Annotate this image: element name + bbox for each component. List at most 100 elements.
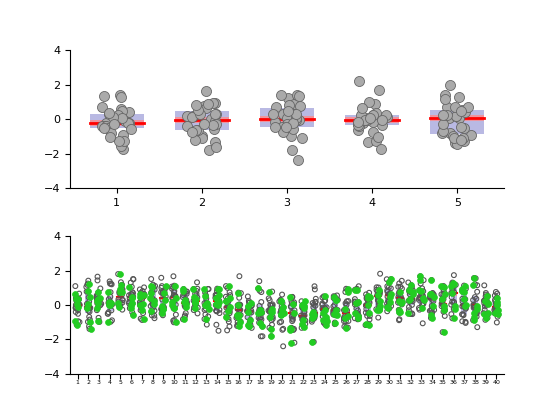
Point: [450, 140, 459, 147]
Point: [93, 304, 102, 311]
Point: [375, 286, 384, 293]
Point: [245, 322, 254, 329]
Point: [385, 305, 394, 312]
Point: [242, 308, 251, 315]
Point: [201, 311, 210, 318]
Point: [459, 289, 468, 295]
Point: [71, 318, 80, 325]
Point: [394, 291, 403, 297]
Point: [438, 291, 447, 298]
Point: [284, 123, 293, 130]
Point: [298, 316, 307, 323]
Point: [167, 283, 176, 290]
Point: [365, 316, 374, 323]
Point: [157, 284, 166, 291]
Point: [105, 278, 114, 285]
Point: [289, 327, 298, 333]
Bar: [74, 300, 81, 311]
Point: [373, 291, 382, 298]
Point: [375, 306, 384, 312]
Point: [222, 304, 231, 311]
Point: [226, 292, 235, 299]
Point: [84, 288, 93, 295]
Point: [344, 286, 353, 293]
Point: [295, 93, 304, 100]
Point: [365, 299, 374, 306]
Point: [491, 297, 500, 303]
Point: [149, 284, 158, 291]
Point: [236, 307, 245, 313]
Point: [233, 312, 242, 318]
Point: [94, 289, 102, 296]
Point: [469, 297, 478, 303]
Point: [279, 326, 288, 332]
Point: [265, 324, 274, 331]
Point: [289, 126, 298, 133]
Point: [417, 289, 426, 295]
Point: [481, 315, 490, 321]
Point: [493, 301, 502, 308]
Point: [182, 301, 191, 307]
Point: [430, 294, 438, 301]
Point: [147, 309, 156, 315]
Point: [382, 308, 391, 315]
Point: [427, 312, 436, 318]
Point: [448, 279, 457, 286]
Point: [127, 302, 136, 308]
Point: [450, 272, 459, 278]
Point: [244, 322, 253, 329]
Point: [104, 310, 113, 317]
Point: [440, 292, 449, 299]
Point: [268, 288, 277, 295]
Point: [107, 281, 116, 288]
Point: [459, 289, 468, 295]
Point: [298, 302, 307, 309]
Point: [354, 298, 363, 305]
Point: [180, 302, 189, 309]
Point: [106, 302, 115, 308]
Point: [118, 299, 127, 306]
Point: [426, 291, 435, 298]
Bar: [472, 296, 478, 312]
Point: [212, 293, 221, 299]
Point: [427, 312, 436, 318]
Point: [170, 282, 179, 289]
Point: [169, 299, 178, 306]
Point: [308, 315, 317, 321]
Point: [375, 87, 384, 93]
Point: [419, 277, 428, 284]
Bar: [483, 300, 489, 304]
Bar: [321, 304, 328, 319]
Point: [188, 113, 197, 119]
Point: [339, 307, 348, 313]
Point: [449, 279, 458, 286]
Point: [191, 299, 200, 306]
Point: [267, 326, 276, 333]
Point: [377, 122, 386, 129]
Point: [137, 289, 146, 296]
Point: [483, 301, 492, 307]
Point: [440, 329, 449, 336]
Point: [310, 283, 319, 290]
Point: [116, 281, 125, 288]
Point: [352, 310, 361, 317]
Point: [255, 308, 264, 315]
Point: [287, 313, 296, 320]
Point: [396, 299, 405, 306]
Point: [363, 295, 372, 302]
Point: [203, 302, 212, 309]
Point: [404, 304, 413, 310]
Bar: [193, 294, 199, 304]
Bar: [236, 307, 242, 312]
Point: [265, 302, 274, 308]
Point: [159, 290, 168, 297]
Point: [460, 125, 469, 131]
Point: [106, 299, 115, 306]
Point: [459, 312, 468, 318]
Bar: [386, 293, 392, 298]
Point: [351, 301, 360, 308]
Point: [180, 313, 189, 320]
Bar: [450, 286, 456, 303]
Point: [85, 326, 94, 332]
Point: [233, 319, 242, 326]
